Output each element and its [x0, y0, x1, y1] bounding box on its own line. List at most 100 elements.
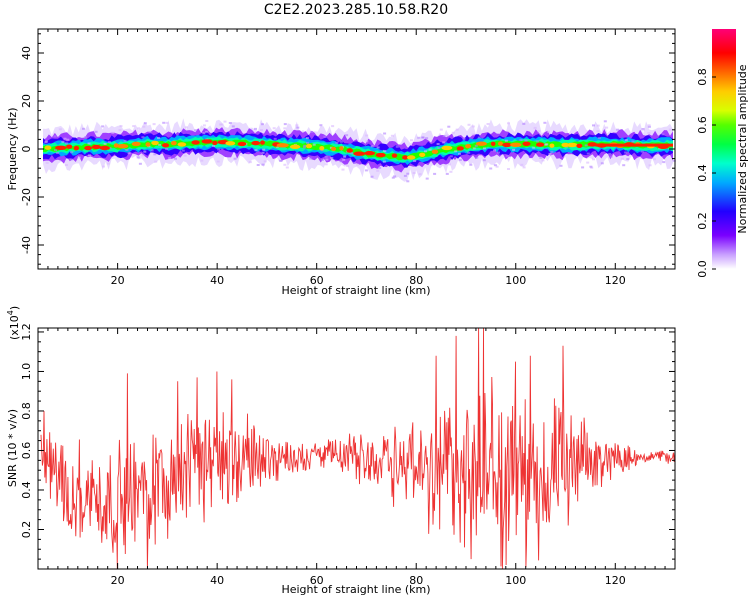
spectrogram-peak: [475, 141, 487, 146]
spectrogram-speckle: [283, 127, 287, 130]
spectrogram-speckle: [343, 155, 347, 158]
spectrogram-speckle: [413, 160, 417, 162]
spectrogram-speckle: [125, 149, 129, 151]
spectrogram-speckle: [341, 168, 345, 171]
spectrogram-peak: [201, 139, 213, 144]
spectrogram-peak: [456, 146, 464, 151]
spectrogram-speckle: [212, 145, 216, 148]
spectrogram-speckle: [217, 148, 221, 151]
spectrogram-xlabel: Height of straight line (km): [281, 284, 430, 297]
spectrogram-speckle: [106, 162, 110, 165]
spectrogram-speckle: [330, 157, 334, 159]
spectrogram-speckle: [483, 147, 486, 150]
colorbar-label: Normalized spectral amplitude: [736, 64, 749, 233]
spectrogram-peak: [66, 144, 73, 149]
spectrogram-speckle: [54, 149, 58, 152]
spectrogram-ylabel: Frequency (Hz): [6, 108, 19, 191]
spectrogram-speckle: [63, 137, 67, 140]
spectrogram-peak: [260, 140, 265, 145]
spectrogram-speckle: [383, 132, 387, 135]
spectrogram-speckle: [581, 166, 585, 169]
spectrogram-speckle: [584, 144, 588, 147]
spectrogram-speckle: [296, 126, 300, 129]
spectrogram-peak: [225, 141, 236, 146]
spectrogram-speckle: [302, 146, 306, 149]
spectrogram-speckle: [141, 136, 145, 139]
spectrogram-speckle: [223, 120, 227, 123]
spectrogram-peak: [276, 143, 289, 148]
y-tick-label: -40: [20, 236, 33, 254]
spectrogram-peak: [251, 140, 260, 146]
spectrogram-speckle: [586, 152, 590, 155]
snr-multiplier-close: ): [8, 306, 21, 310]
spectrogram-speckle: [370, 145, 374, 148]
snr-series: [40, 327, 676, 570]
spectrogram-speckle: [365, 140, 369, 143]
x-tick-label: 60: [310, 574, 324, 587]
spectrogram-speckle: [150, 149, 154, 152]
spectrogram-speckle: [339, 140, 343, 143]
spectrogram-speckle: [536, 140, 540, 143]
spectrogram-speckle: [449, 155, 453, 158]
spectrogram-speckle: [231, 125, 235, 128]
spectrogram-speckle: [467, 123, 471, 126]
spectrogram-speckle: [661, 133, 665, 136]
y-tick-label: 0: [20, 146, 33, 153]
x-tick-label: 20: [111, 274, 125, 287]
spectrogram-speckle: [335, 141, 339, 144]
spectrogram-speckle: [497, 151, 500, 154]
x-tick-label: 60: [310, 274, 324, 287]
spectrogram-speckle: [331, 125, 335, 128]
spectrogram-speckle: [233, 157, 237, 160]
spectrogram-speckle: [592, 158, 595, 161]
spectrogram-speckle: [119, 125, 123, 128]
spectrogram-speckle: [550, 150, 554, 153]
spectrogram-speckle: [53, 135, 57, 138]
spectrogram-peak: [237, 141, 247, 147]
spectrogram-speckle: [194, 129, 198, 132]
spectrogram-speckle: [174, 157, 177, 160]
spectrogram-speckle: [631, 140, 635, 143]
spectrogram-speckle: [183, 154, 187, 157]
spectrogram-speckle: [254, 127, 257, 130]
spectrogram-ticks: 20 40 60 80 100 120 40 20 0 -20 -40: [20, 29, 676, 287]
snr-multiplier-exp: 4: [6, 310, 15, 315]
spectrogram-speckle: [101, 125, 105, 128]
spectrogram-speckle: [622, 164, 626, 167]
spectrogram-speckle: [248, 161, 252, 164]
snr-multiplier-base: (x10: [8, 315, 21, 340]
spectrogram-speckle: [127, 152, 131, 155]
spectrogram-speckle: [544, 143, 548, 146]
spectrogram-speckle: [520, 163, 524, 166]
colorbar-tick-label: 0.8: [696, 68, 709, 86]
spectrogram-speckle: [608, 153, 612, 155]
spectrogram-speckle: [350, 152, 354, 155]
y-tick-label: 0.6: [20, 442, 33, 460]
spectrogram-speckle: [205, 120, 209, 122]
spectrogram-peak: [170, 140, 177, 146]
spectrogram-speckle: [449, 170, 453, 173]
spectrogram-speckle: [346, 165, 350, 167]
spectrogram-speckle: [458, 158, 462, 161]
spectrogram-speckle: [424, 150, 427, 153]
spectrogram-peak: [73, 145, 80, 151]
spectrogram-speckle: [329, 146, 333, 149]
spectrogram-speckle: [458, 152, 461, 155]
spectrogram-speckle: [586, 161, 590, 164]
colorbar-tick-label: 0.2: [696, 212, 709, 230]
spectrogram-speckle: [142, 125, 146, 128]
spectrogram-speckle: [648, 164, 652, 167]
spectrogram-speckle: [87, 142, 91, 145]
spectrogram-speckle: [84, 136, 87, 139]
spectrogram-speckle: [489, 167, 493, 170]
spectrogram-speckle: [82, 127, 85, 130]
spectrogram-speckle: [442, 141, 446, 144]
spectrogram-speckle: [437, 147, 441, 150]
spectrogram-speckle: [102, 165, 105, 168]
spectrogram-speckle: [261, 163, 265, 166]
spectrogram-speckle: [165, 121, 169, 124]
spectrogram-speckle: [519, 138, 523, 141]
spectrogram-speckle: [406, 172, 410, 175]
spectrogram-speckle: [275, 145, 279, 148]
spectrogram-speckle: [132, 125, 136, 128]
